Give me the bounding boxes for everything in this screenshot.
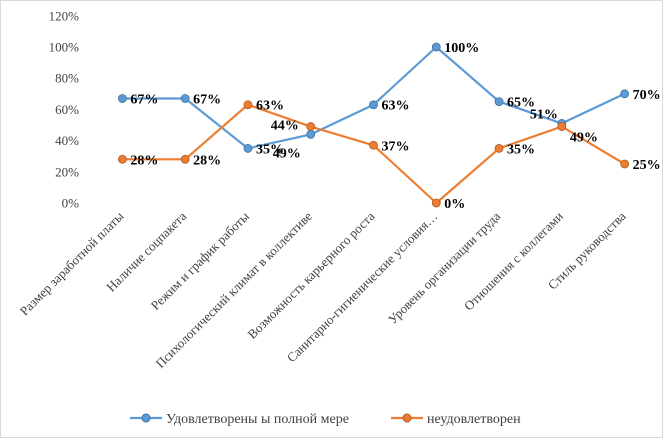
x-category-label: Размер заработной платы <box>17 208 127 318</box>
data-point <box>494 97 504 106</box>
data-label: 25% <box>633 158 661 173</box>
data-label: 35% <box>256 142 284 157</box>
y-axis: 0% 20% 40% 60% 80% 100% 120% <box>49 8 80 210</box>
y-tick-label: 40% <box>55 133 79 148</box>
data-point <box>431 42 441 52</box>
data-point <box>180 154 190 164</box>
data-label: 28% <box>193 153 221 168</box>
data-point <box>494 143 504 153</box>
y-tick-label: 80% <box>55 71 79 86</box>
data-label: 63% <box>382 99 410 114</box>
data-point <box>117 94 127 103</box>
legend-swatch-marker-1 <box>141 413 151 423</box>
data-label: 49% <box>273 147 301 162</box>
data-label: 51% <box>530 107 558 122</box>
series-lines <box>122 45 626 205</box>
data-point <box>431 198 441 208</box>
data-point <box>180 94 190 103</box>
x-category-label: Уровень организации труда <box>385 208 503 326</box>
data-label: 63% <box>256 99 284 114</box>
data-label: 100% <box>444 41 479 56</box>
data-point <box>620 89 630 99</box>
data-label: 67% <box>130 92 158 107</box>
data-point <box>243 143 253 153</box>
y-tick-label: 0% <box>62 196 80 211</box>
data-label: 44% <box>271 118 299 133</box>
data-point <box>620 159 630 169</box>
legend-swatch-marker-2 <box>402 413 412 423</box>
data-point <box>306 129 316 139</box>
data-label: 70% <box>633 88 661 103</box>
data-label: 49% <box>570 131 598 146</box>
series-points <box>117 42 630 208</box>
data-label: 65% <box>507 96 535 111</box>
data-label: 67% <box>193 92 221 107</box>
data-point <box>243 100 253 110</box>
y-tick-label: 20% <box>55 164 79 179</box>
data-point <box>369 140 378 150</box>
data-point <box>306 122 316 131</box>
legend-label-2: неудовлетворен <box>427 412 521 427</box>
y-tick-label: 100% <box>49 40 80 55</box>
data-point <box>117 154 127 164</box>
y-tick-label: 60% <box>55 102 79 117</box>
data-label: 37% <box>382 139 410 154</box>
data-point <box>557 122 567 131</box>
legend-label-1: Удовлетворены ы полной мере <box>166 412 349 427</box>
data-labels: 67% 67% 35% 44% 63% 100% 65%51% 70% 28% 28% 63% 49%… <box>130 41 660 212</box>
y-tick-label: 120% <box>49 8 80 23</box>
legend: Удовлетворены ы полной мере неудовлетвор… <box>130 412 521 427</box>
data-label: 0% <box>444 197 465 212</box>
data-label: 28% <box>130 153 158 168</box>
x-category-label: Возможность карьерного роста <box>244 208 377 341</box>
data-label: 35% <box>507 142 535 157</box>
data-point <box>369 100 378 110</box>
